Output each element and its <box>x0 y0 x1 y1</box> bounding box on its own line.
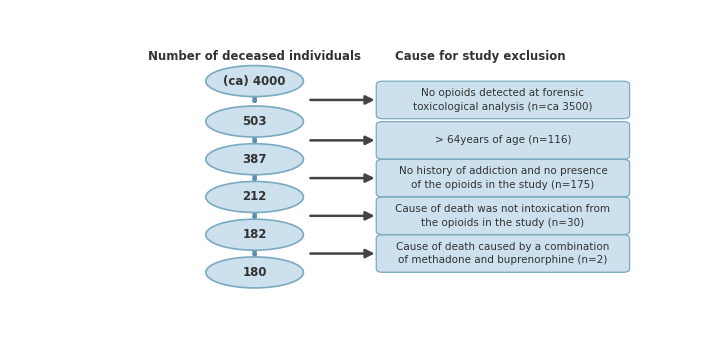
Ellipse shape <box>206 144 303 175</box>
Text: 212: 212 <box>243 190 267 203</box>
Ellipse shape <box>206 181 303 212</box>
Text: (ca) 4000: (ca) 4000 <box>223 75 286 88</box>
FancyBboxPatch shape <box>377 122 629 159</box>
Ellipse shape <box>206 106 303 137</box>
FancyBboxPatch shape <box>377 197 629 234</box>
FancyBboxPatch shape <box>377 235 629 272</box>
Text: Cause for study exclusion: Cause for study exclusion <box>395 50 566 63</box>
Ellipse shape <box>206 257 303 288</box>
Ellipse shape <box>206 219 303 250</box>
FancyBboxPatch shape <box>377 81 629 119</box>
Text: Number of deceased individuals: Number of deceased individuals <box>148 50 361 63</box>
Text: > 64years of age (n=116): > 64years of age (n=116) <box>435 135 571 145</box>
Ellipse shape <box>206 65 303 97</box>
Text: Cause of death caused by a combination
of methadone and buprenorphine (n=2): Cause of death caused by a combination o… <box>396 242 610 265</box>
Text: No history of addiction and no presence
of the opioids in the study (n=175): No history of addiction and no presence … <box>399 166 607 190</box>
Text: 182: 182 <box>243 228 267 241</box>
Text: 180: 180 <box>243 266 267 279</box>
Text: 387: 387 <box>243 153 267 166</box>
Text: 503: 503 <box>243 115 267 128</box>
FancyBboxPatch shape <box>377 159 629 197</box>
Text: Cause of death was not intoxication from
the opioids in the study (n=30): Cause of death was not intoxication from… <box>395 204 611 228</box>
Text: No opioids detected at forensic
toxicological analysis (n=ca 3500): No opioids detected at forensic toxicolo… <box>413 88 593 112</box>
